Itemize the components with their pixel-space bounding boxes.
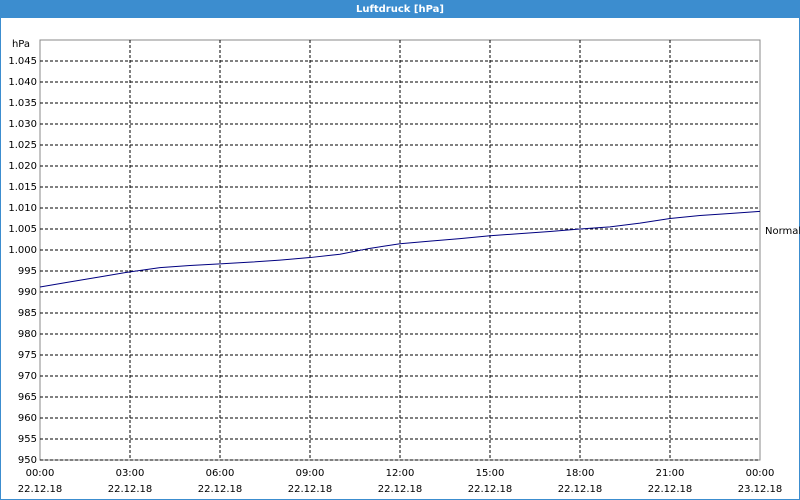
- window-title: Luftdruck [hPa]: [356, 4, 444, 15]
- y-tick-label: 975: [18, 350, 37, 361]
- y-tick-label: 955: [18, 434, 37, 445]
- title-bar: [0, 0, 800, 18]
- y-tick-label: 1.045: [8, 56, 37, 67]
- x-tick-time: 00:00: [26, 468, 55, 479]
- x-tick-time: 06:00: [206, 468, 235, 479]
- x-tick-date: 23.12.18: [738, 484, 783, 495]
- y-tick-label: 980: [18, 329, 37, 340]
- x-tick-time: 00:00: [746, 468, 775, 479]
- y-tick-label: 1.005: [8, 224, 37, 235]
- x-tick-time: 18:00: [566, 468, 595, 479]
- y-tick-label: 990: [18, 287, 37, 298]
- y-tick-label: 1.025: [8, 140, 37, 151]
- y-tick-label: 1.040: [8, 77, 37, 88]
- y-tick-label: 950: [18, 455, 37, 466]
- x-tick-time: 12:00: [386, 468, 415, 479]
- x-tick-time: 15:00: [476, 468, 505, 479]
- y-tick-label: 1.020: [8, 161, 37, 172]
- x-tick-date: 22.12.18: [18, 484, 63, 495]
- x-tick-date: 22.12.18: [108, 484, 153, 495]
- x-tick-date: 22.12.18: [558, 484, 603, 495]
- reference-label: Normal: [765, 226, 800, 237]
- x-tick-time: 03:00: [116, 468, 145, 479]
- y-tick-label: 960: [18, 413, 37, 424]
- x-tick-date: 22.12.18: [198, 484, 243, 495]
- y-tick-label: 1.030: [8, 119, 37, 130]
- y-tick-label: 1.015: [8, 182, 37, 193]
- x-tick-time: 09:00: [296, 468, 325, 479]
- y-tick-label: 1.035: [8, 98, 37, 109]
- y-tick-label: 965: [18, 392, 37, 403]
- x-tick-date: 22.12.18: [648, 484, 693, 495]
- data-line: [39, 210, 761, 288]
- y-tick-label: 995: [18, 266, 37, 277]
- x-tick-date: 22.12.18: [288, 484, 333, 495]
- x-tick-time: 21:00: [656, 468, 685, 479]
- y-axis-label: hPa: [12, 39, 30, 50]
- y-tick-label: 970: [18, 371, 37, 382]
- x-tick-date: 22.12.18: [468, 484, 513, 495]
- y-tick-label: 1.010: [8, 203, 37, 214]
- y-tick-label: 985: [18, 308, 37, 319]
- y-tick-label: 1.000: [8, 245, 37, 256]
- x-tick-date: 22.12.18: [378, 484, 423, 495]
